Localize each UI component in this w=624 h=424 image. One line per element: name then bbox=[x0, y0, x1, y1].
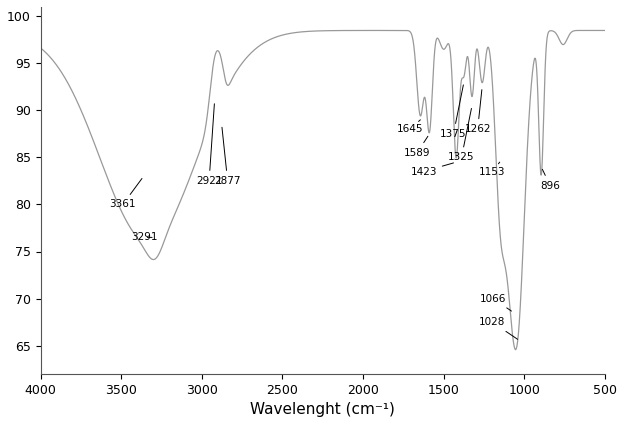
X-axis label: Wavelenght (cm⁻¹): Wavelenght (cm⁻¹) bbox=[250, 402, 395, 417]
Text: 1645: 1645 bbox=[397, 120, 423, 134]
Text: 1066: 1066 bbox=[480, 293, 512, 311]
Text: 1325: 1325 bbox=[448, 109, 475, 162]
Text: 1153: 1153 bbox=[479, 162, 505, 176]
Text: 1375: 1375 bbox=[440, 85, 467, 139]
Text: 3291: 3291 bbox=[131, 232, 158, 243]
Text: 2877: 2877 bbox=[215, 127, 241, 186]
Text: 2921: 2921 bbox=[196, 104, 222, 186]
Text: 1589: 1589 bbox=[404, 136, 431, 158]
Text: 1028: 1028 bbox=[479, 317, 517, 339]
Text: 3361: 3361 bbox=[110, 179, 142, 209]
Text: 1262: 1262 bbox=[464, 89, 491, 134]
Text: 1423: 1423 bbox=[411, 163, 454, 176]
Text: 896: 896 bbox=[540, 169, 560, 191]
